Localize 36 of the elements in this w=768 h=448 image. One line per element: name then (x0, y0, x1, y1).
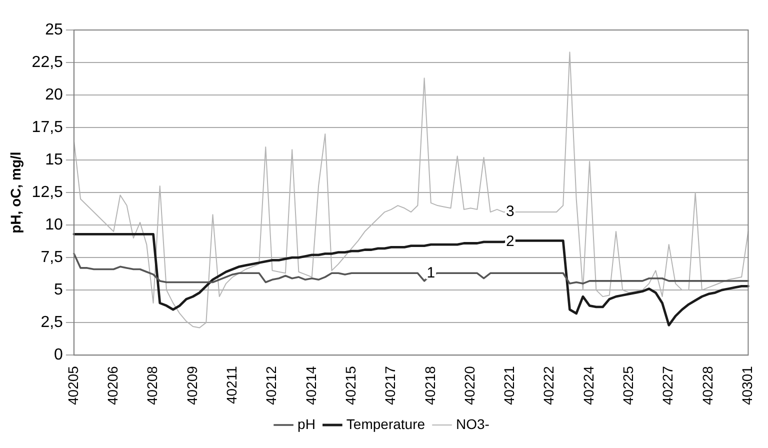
x-tick-label: 40211 (223, 366, 240, 404)
x-tick-label: 40301 (739, 366, 756, 406)
x-tick-label: 40212 (263, 366, 280, 406)
legend-label: pH (298, 416, 316, 432)
x-tick-label: 40206 (104, 366, 120, 406)
x-tick-label: 40205 (64, 366, 81, 406)
y-tick-label: 12,5 (32, 184, 64, 201)
x-tick-label: 40217 (382, 366, 398, 406)
legend-label: NO3- (456, 416, 490, 432)
y-tick-label: 7,5 (40, 248, 64, 266)
x-tick-label: 40224 (580, 366, 596, 406)
x-tick-label: 40227 (660, 366, 676, 406)
y-tick-label: 17,5 (32, 118, 64, 136)
y-tick-label: 0 (54, 346, 64, 364)
x-tick-label: 40221 (501, 366, 518, 406)
y-tick-label: 10 (45, 216, 64, 234)
x-tick-label: 40225 (620, 366, 636, 406)
annotation: 2 (506, 233, 514, 250)
x-tick-label: 40209 (184, 366, 200, 406)
x-tick-label: 40228 (699, 366, 716, 406)
annotation: 1 (426, 264, 436, 282)
y-tick-label: 5 (54, 281, 64, 298)
x-tick-label: 40218 (422, 366, 438, 406)
annotation: 3 (506, 203, 514, 220)
y-tick-label: 2,5 (40, 314, 64, 331)
x-tick-label: 40222 (540, 366, 557, 406)
legend-label: Temperature (346, 416, 426, 432)
x-tick-label: 40215 (342, 366, 358, 406)
x-tick-label: 40214 (302, 366, 319, 406)
y-axis-title: pH, oC, mg/l (7, 152, 24, 234)
x-tick-label: 40208 (144, 366, 160, 406)
y-tick-label: 15 (45, 151, 64, 168)
y-tick-label: 20 (45, 86, 64, 104)
y-tick-label: 22,5 (32, 54, 64, 71)
y-tick-label: 25 (45, 21, 64, 38)
x-tick-label: 40220 (461, 366, 478, 406)
